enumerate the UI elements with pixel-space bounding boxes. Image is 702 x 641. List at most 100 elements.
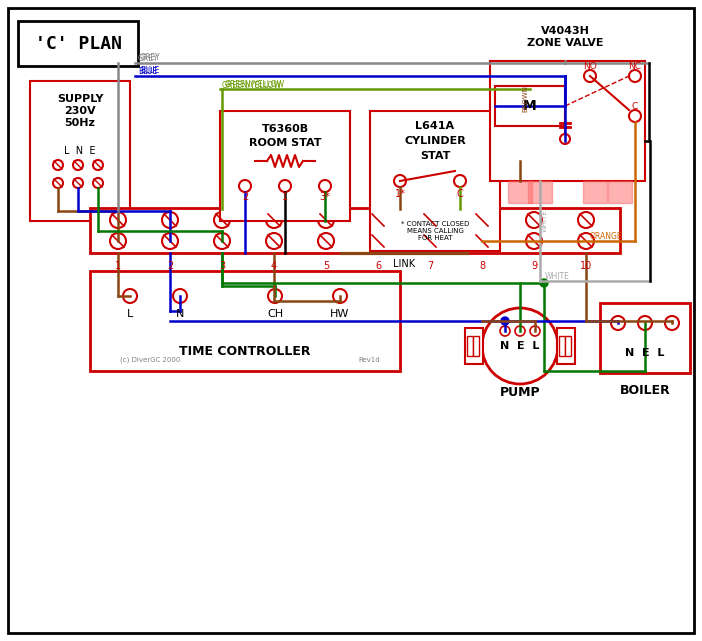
Text: C: C [456, 189, 463, 199]
Circle shape [474, 233, 490, 249]
FancyBboxPatch shape [467, 336, 473, 356]
Text: (c) DiverGC 2000: (c) DiverGC 2000 [120, 356, 180, 363]
Circle shape [526, 212, 542, 228]
FancyBboxPatch shape [90, 271, 400, 371]
Circle shape [93, 178, 103, 188]
Text: CYLINDER: CYLINDER [404, 136, 466, 146]
Text: GREY: GREY [138, 54, 159, 63]
Text: STAT: STAT [420, 151, 450, 161]
Circle shape [162, 212, 178, 228]
Text: 1*: 1* [395, 189, 406, 199]
Circle shape [515, 326, 525, 336]
Text: ORANGE: ORANGE [590, 232, 623, 241]
Circle shape [611, 316, 625, 330]
FancyBboxPatch shape [583, 181, 607, 203]
Circle shape [638, 316, 652, 330]
Circle shape [584, 70, 596, 82]
Circle shape [123, 289, 137, 303]
Circle shape [110, 233, 126, 249]
Circle shape [266, 233, 282, 249]
FancyBboxPatch shape [490, 61, 645, 181]
Text: N: N [176, 309, 184, 319]
FancyBboxPatch shape [600, 303, 690, 373]
Text: GREEN/YELLOW: GREEN/YELLOW [222, 80, 282, 89]
Text: N  E  L: N E L [501, 341, 540, 351]
Text: 1: 1 [282, 192, 288, 202]
FancyBboxPatch shape [465, 328, 483, 364]
Circle shape [370, 212, 386, 228]
Text: L  N  E: L N E [65, 146, 95, 156]
Circle shape [93, 160, 103, 170]
Circle shape [73, 160, 83, 170]
Text: 8: 8 [479, 261, 485, 271]
FancyBboxPatch shape [473, 336, 479, 356]
Circle shape [540, 279, 548, 287]
Text: SUPPLY
230V
50Hz: SUPPLY 230V 50Hz [57, 94, 103, 128]
Circle shape [318, 212, 334, 228]
Circle shape [394, 175, 406, 187]
Circle shape [214, 233, 230, 249]
Circle shape [214, 212, 230, 228]
Text: V4043H: V4043H [541, 26, 590, 36]
Circle shape [53, 160, 63, 170]
FancyBboxPatch shape [559, 336, 565, 356]
FancyBboxPatch shape [220, 111, 350, 221]
Text: 2: 2 [167, 261, 173, 271]
Text: BOILER: BOILER [620, 385, 670, 397]
Circle shape [370, 233, 386, 249]
Text: PUMP: PUMP [500, 387, 541, 399]
Circle shape [110, 212, 126, 228]
FancyBboxPatch shape [608, 181, 632, 203]
Text: 5: 5 [323, 261, 329, 271]
Text: L: L [127, 309, 133, 319]
Circle shape [629, 70, 641, 82]
Circle shape [318, 233, 334, 249]
FancyBboxPatch shape [508, 181, 532, 203]
Circle shape [333, 289, 347, 303]
Circle shape [530, 326, 540, 336]
Text: 7: 7 [427, 261, 433, 271]
FancyBboxPatch shape [557, 328, 575, 364]
Text: WHITE: WHITE [542, 209, 548, 232]
Text: WHITE: WHITE [545, 272, 570, 281]
Circle shape [53, 178, 63, 188]
Circle shape [482, 308, 558, 384]
FancyBboxPatch shape [565, 336, 571, 356]
Text: N  E  L: N E L [625, 348, 665, 358]
Circle shape [162, 233, 178, 249]
Text: LINK: LINK [393, 259, 415, 269]
Circle shape [560, 134, 570, 144]
Circle shape [578, 212, 594, 228]
Circle shape [422, 233, 438, 249]
Text: 'C' PLAN: 'C' PLAN [34, 35, 121, 53]
Text: 6: 6 [375, 261, 381, 271]
Circle shape [279, 180, 291, 192]
Text: 4: 4 [271, 261, 277, 271]
Text: 2: 2 [242, 192, 248, 202]
Text: BROWN: BROWN [522, 85, 528, 112]
Text: NO: NO [583, 62, 597, 71]
FancyBboxPatch shape [30, 81, 130, 221]
Text: 3*: 3* [319, 192, 331, 202]
Circle shape [173, 289, 187, 303]
Text: T6360B: T6360B [261, 124, 309, 134]
Text: Rev1d: Rev1d [359, 357, 380, 363]
Circle shape [319, 180, 331, 192]
Circle shape [266, 212, 282, 228]
FancyBboxPatch shape [495, 86, 565, 126]
Text: L641A: L641A [416, 121, 455, 131]
Circle shape [73, 178, 83, 188]
Circle shape [629, 110, 641, 122]
Text: BLUE: BLUE [138, 67, 157, 76]
Text: C: C [632, 101, 638, 110]
Circle shape [422, 212, 438, 228]
Text: GREY: GREY [140, 53, 161, 62]
Text: ROOM STAT: ROOM STAT [249, 138, 322, 148]
Circle shape [526, 233, 542, 249]
Text: CH: CH [267, 309, 283, 319]
Text: HW: HW [331, 309, 350, 319]
Text: 10: 10 [580, 261, 592, 271]
Circle shape [665, 316, 679, 330]
Text: 9: 9 [531, 261, 537, 271]
Text: 1: 1 [115, 261, 121, 271]
